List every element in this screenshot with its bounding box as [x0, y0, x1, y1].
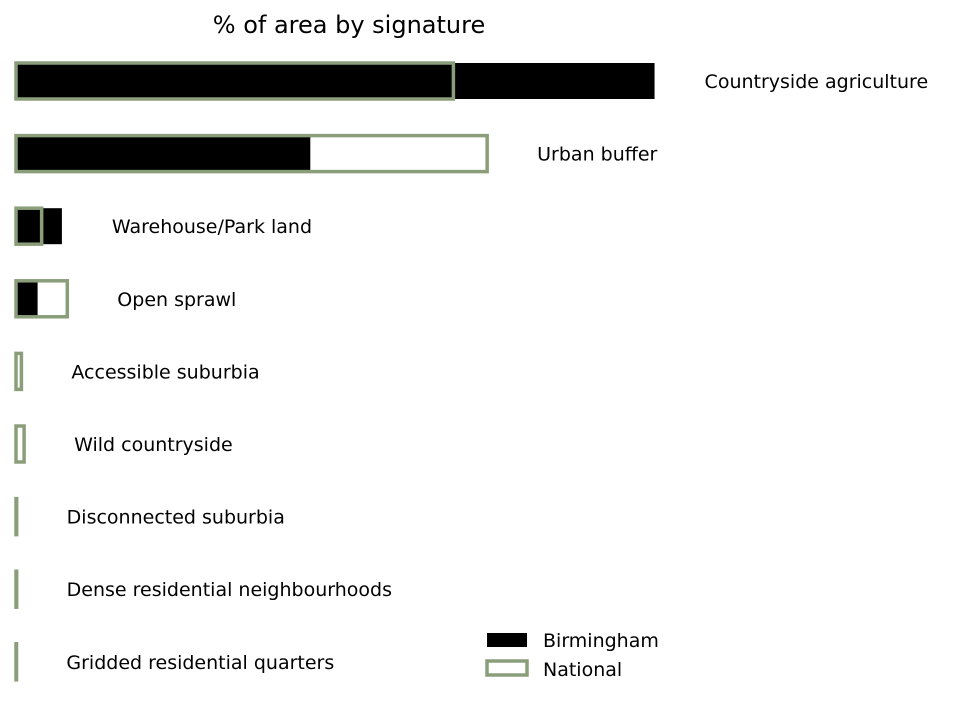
category-label-disconnected-suburbia: Disconnected suburbia — [67, 507, 285, 529]
bar-birmingham-open-sprawl — [16, 280, 38, 317]
category-label-gridded-residential-quarters: Gridded residential quarters — [66, 652, 334, 674]
category-labels: Countryside agriculture Urban buffer Wareh… — [66, 71, 928, 674]
bar-national-gridded-residential-quarters — [14, 642, 19, 682]
legend-swatch-national — [485, 659, 529, 677]
bar-national-open-sprawl — [14, 279, 70, 319]
bar-national-dense-residential-neighbourhoods — [14, 569, 19, 609]
category-label-urban-buffer: Urban buffer — [537, 144, 657, 166]
category-label-open-sprawl: Open sprawl — [117, 289, 236, 311]
bar-national-wild-countryside — [14, 424, 26, 464]
chart-title: % of area by signature — [213, 11, 485, 39]
category-label-countryside-agriculture: Countryside agriculture — [705, 71, 929, 93]
bar-national-urban-buffer — [14, 133, 489, 174]
bar-national-warehouse-park-land — [14, 206, 44, 246]
legend-swatch-birmingham — [487, 633, 527, 647]
bar-birmingham-warehouse-park-land — [16, 208, 62, 245]
legend: Birmingham National — [485, 630, 659, 681]
legend-label-birmingham: Birmingham — [543, 630, 659, 652]
legend-label-national: National — [543, 659, 622, 681]
category-label-dense-residential-neighbourhoods: Dense residential neighbourhoods — [67, 579, 392, 601]
category-label-wild-countryside: Wild countryside — [74, 434, 233, 456]
bars-group — [14, 61, 655, 682]
bar-birmingham-countryside-agriculture — [16, 63, 655, 99]
bar-national-disconnected-suburbia — [14, 496, 19, 537]
bar-national-accessible-suburbia — [14, 351, 24, 392]
category-label-warehouse-park-land: Warehouse/Park land — [112, 216, 312, 238]
bar-national-countryside-agriculture — [14, 61, 456, 101]
bar-birmingham-urban-buffer — [16, 135, 311, 172]
category-label-accessible-suburbia: Accessible suburbia — [71, 361, 259, 383]
